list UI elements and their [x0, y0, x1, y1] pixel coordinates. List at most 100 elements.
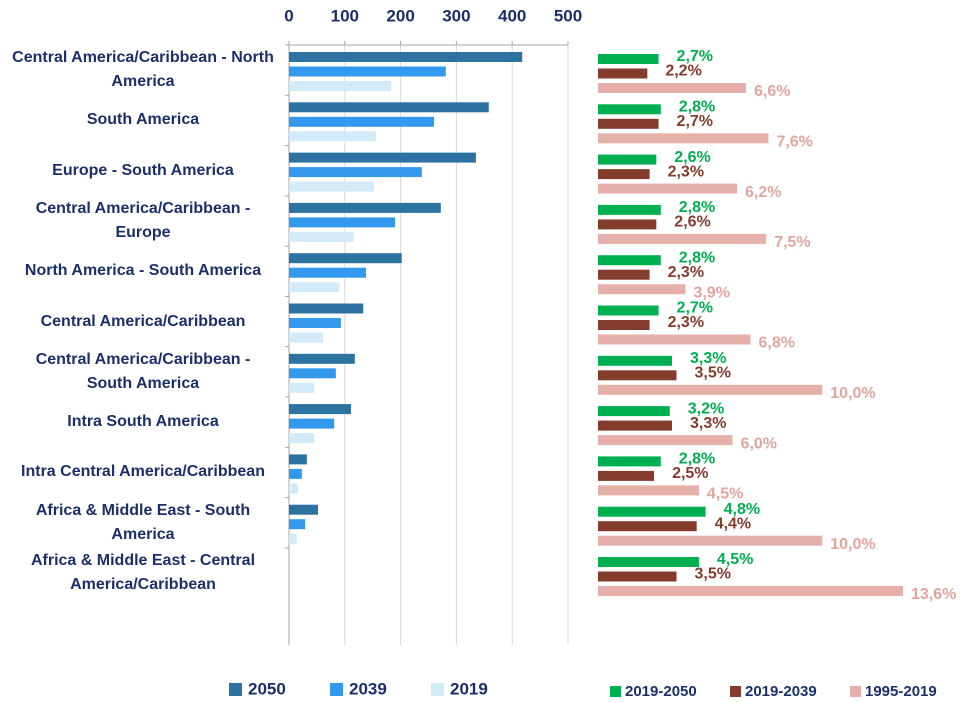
x-tick-label: 300 — [442, 6, 470, 25]
legend-swatch — [610, 686, 621, 697]
legend-swatch — [850, 686, 861, 697]
bar — [598, 355, 673, 366]
value-label: 6,8% — [759, 335, 795, 352]
legend-swatch — [229, 683, 242, 696]
bar — [598, 420, 673, 431]
bar — [289, 504, 319, 515]
bar — [598, 485, 699, 496]
value-label: 3,9% — [693, 284, 729, 301]
bar — [598, 284, 686, 295]
bar — [598, 435, 733, 446]
bar — [289, 116, 435, 127]
value-label: 3,5% — [694, 365, 730, 382]
category-label: Central America/Caribbean - Europe — [35, 199, 251, 241]
value-label: 2,8% — [679, 199, 715, 216]
value-label: 2,5% — [672, 465, 708, 482]
bar — [598, 104, 661, 115]
bar — [289, 303, 364, 314]
bar — [598, 384, 823, 395]
bar — [289, 202, 441, 213]
value-label: 2,8% — [679, 99, 715, 116]
value-label: 6,0% — [741, 435, 777, 452]
category-label: Central America/Caribbean - North Americ… — [12, 49, 274, 90]
bar — [289, 433, 315, 444]
value-label: 3,5% — [694, 566, 730, 583]
bar — [289, 382, 315, 393]
bar — [598, 255, 661, 266]
value-label: 6,2% — [745, 184, 781, 201]
category-label: North America - South America — [24, 262, 262, 280]
category-label: Intra Central America/Caribbean — [21, 463, 265, 481]
bar — [289, 353, 355, 364]
category-label: Europe - South America — [52, 161, 234, 179]
value-label: 2,7% — [677, 300, 713, 317]
legend-label: 2019-2050 — [625, 683, 697, 700]
legend-label: 2039 — [349, 679, 387, 698]
legend-label: 2019 — [450, 679, 488, 698]
bar — [598, 133, 769, 144]
x-tick-label: 400 — [498, 6, 526, 25]
bar — [598, 370, 677, 381]
bar — [289, 533, 297, 544]
value-label: 4,8% — [724, 501, 760, 518]
bar — [289, 368, 336, 379]
bar — [598, 83, 747, 93]
value-label: 3,3% — [690, 350, 726, 367]
bar — [289, 181, 374, 192]
bar — [289, 454, 307, 465]
bar — [598, 521, 697, 532]
bar — [598, 586, 903, 596]
x-tick-label: 200 — [386, 6, 414, 25]
value-label: 3,3% — [690, 415, 726, 432]
bar — [289, 253, 402, 264]
category-label: South America — [86, 111, 200, 129]
bar — [289, 66, 446, 77]
x-tick-label: 100 — [331, 6, 359, 25]
bar — [598, 320, 650, 330]
value-label: 2,3% — [668, 163, 704, 180]
bar — [289, 282, 340, 293]
bar — [289, 318, 341, 328]
value-label: 3,2% — [688, 400, 724, 417]
value-label: 4,5% — [707, 486, 743, 503]
value-label: 2,6% — [674, 149, 710, 166]
bar — [598, 406, 670, 417]
legend-swatch — [330, 683, 343, 696]
bar — [289, 152, 476, 163]
bar — [289, 52, 523, 62]
value-label: 13,6% — [911, 586, 956, 603]
bar — [598, 183, 738, 194]
x-tick-label: 500 — [554, 6, 582, 25]
bar — [598, 169, 650, 180]
category-label: Intra South America — [67, 413, 219, 431]
bar — [598, 334, 751, 345]
value-label: 4,4% — [715, 515, 751, 532]
bar — [598, 269, 650, 280]
value-label: 7,6% — [776, 134, 812, 151]
value-label: 6,6% — [754, 83, 790, 100]
value-label: 2,2% — [665, 63, 701, 80]
value-label: 2,8% — [679, 249, 715, 266]
bar — [289, 483, 298, 494]
legend-label: 1995-2019 — [865, 683, 937, 700]
bar — [289, 81, 392, 91]
bar — [598, 557, 699, 567]
value-label: 2,3% — [668, 314, 704, 331]
legend-label: 2050 — [248, 679, 286, 698]
value-label: 10,0% — [830, 536, 875, 553]
bar — [289, 519, 306, 530]
value-label: 10,0% — [830, 385, 875, 402]
value-label: 4,5% — [717, 551, 753, 568]
bar — [289, 102, 489, 113]
bar — [598, 470, 655, 481]
bar — [598, 154, 657, 165]
category-label: Africa & Middle East - South America — [35, 501, 251, 543]
bar — [289, 167, 422, 178]
x-tick-label: 0 — [284, 6, 293, 25]
bar — [598, 68, 648, 79]
bar — [598, 204, 661, 215]
bar — [289, 267, 367, 278]
bar — [598, 456, 661, 467]
